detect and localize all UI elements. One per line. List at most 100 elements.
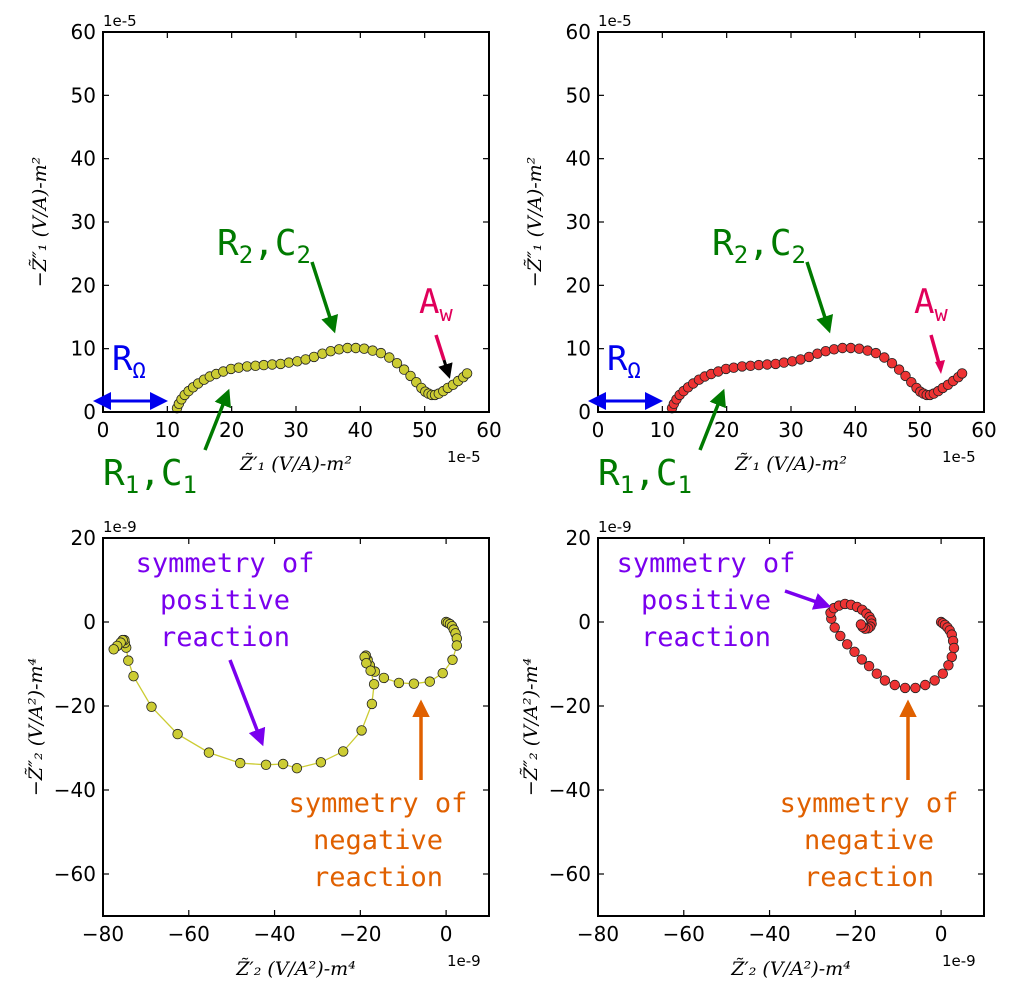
y-tick-label: 30: [71, 210, 96, 234]
data-point: [855, 619, 867, 630]
y-multiplier: 1e-5: [103, 12, 137, 30]
warburg-arrow-head: [438, 359, 453, 379]
x-tick-label: −60: [663, 922, 705, 946]
data-point: [398, 364, 410, 375]
x-tick-label: 20: [219, 418, 244, 442]
data-point: [856, 654, 868, 665]
x-multiplier: 1e-9: [447, 952, 481, 970]
y-tick-label: 50: [71, 83, 96, 107]
y-tick-label: 0: [83, 400, 96, 424]
annotation-positive-reaction: symmetry of positive reaction: [617, 548, 832, 653]
data-point: [291, 763, 303, 774]
axis-ticks: 0 10 20 30 40 50 60 0 10 20 30 40 50 60: [71, 20, 502, 442]
warburg-arrow-shaft: [434, 334, 446, 361]
data-point: [929, 675, 940, 686]
x-tick-label: 0: [97, 418, 110, 442]
x-tick-label: 60: [476, 418, 501, 442]
x-tick-label: 40: [843, 418, 868, 442]
data-point: [128, 671, 139, 682]
data-point: [359, 343, 370, 354]
y-tick-label: −20: [54, 694, 96, 718]
y-tick-label: 50: [566, 83, 591, 107]
annotation-negative-reaction: symmetry of negative reaction: [289, 699, 468, 893]
y-tick-label: 30: [566, 210, 591, 234]
data-point: [408, 678, 420, 689]
negative-reaction-label: symmetry of negative reaction: [780, 788, 959, 893]
y-tick-label: 10: [71, 337, 96, 361]
x-tick-label: 0: [440, 922, 453, 946]
data-point: [943, 660, 954, 671]
data-point: [260, 759, 272, 771]
x-tick-label: −80: [577, 922, 619, 946]
data-point: [910, 682, 921, 694]
y-tick-label: 60: [566, 20, 591, 44]
r1-c1-label: R1,C1: [103, 453, 197, 499]
data-point: [461, 368, 473, 379]
data-point: [233, 362, 244, 373]
y-tick-label: 10: [566, 337, 591, 361]
annotation-r1-c1: R1,C1: [598, 388, 726, 499]
x-tick-label: 50: [907, 418, 932, 442]
negative-reaction-label: symmetry of negative reaction: [289, 788, 468, 893]
plot-frame: [597, 537, 985, 917]
annotation-r-omega: RΩ: [588, 339, 663, 410]
data-point: [172, 728, 183, 740]
data-point: [315, 757, 327, 768]
data-point: [338, 746, 349, 757]
positive-reaction-label: symmetry of positive reaction: [136, 548, 315, 653]
y-tick-label: 20: [71, 273, 96, 297]
x-tick-label: −80: [82, 922, 124, 946]
data-point: [879, 675, 891, 686]
x-tick-label: 30: [778, 418, 803, 442]
r2-c2-arrow: [310, 261, 339, 334]
y-tick-label: 20: [566, 526, 591, 550]
y-tick-label: 0: [578, 400, 591, 424]
y-tick-label: 20: [71, 526, 96, 550]
positive-arrow: [784, 589, 832, 610]
data-point: [375, 347, 387, 359]
y-axis-label: −Z̃″₂ (V/A²)-m⁴: [25, 658, 47, 796]
data-point: [234, 757, 246, 769]
x-tick-label: 50: [412, 418, 437, 442]
y-tick-label: −40: [549, 778, 591, 802]
axis-ticks: 0 10 20 30 40 50 60 0 10 20 30 40 50 60: [566, 20, 997, 442]
y-tick-label: −60: [549, 862, 591, 886]
data-markers: [666, 342, 968, 414]
r-omega-label: RΩ: [607, 339, 641, 384]
y-tick-label: 20: [566, 273, 591, 297]
data-point: [842, 639, 853, 650]
r2-c2-arrow: [805, 261, 834, 334]
data-point: [899, 682, 911, 694]
y-tick-label: 40: [71, 147, 96, 171]
data-point: [378, 672, 390, 684]
y-axis-label: −Z̃″₂ (V/A²)-m⁴: [520, 658, 542, 796]
data-point: [854, 343, 865, 354]
y-tick-label: 0: [83, 610, 96, 634]
warburg-label: Aw: [419, 282, 453, 327]
y-tick-label: 0: [578, 610, 591, 634]
data-point: [835, 630, 846, 642]
data-point: [871, 668, 883, 679]
data-point: [778, 357, 790, 368]
data-point: [283, 357, 295, 368]
data-point: [277, 758, 289, 770]
data-point: [203, 747, 215, 758]
data-point: [437, 668, 448, 679]
data-point: [123, 655, 134, 666]
data-point: [146, 701, 157, 713]
x-tick-label: 0: [935, 922, 948, 946]
data-markers: [108, 616, 463, 774]
x-axis-label: Z̃′₂ (V/A²)-m⁴: [730, 958, 851, 980]
data-point: [393, 677, 405, 689]
data-point: [447, 654, 458, 666]
r-omega-label: RΩ: [112, 339, 146, 384]
data-point: [948, 642, 960, 654]
r1-c1-arrow: [698, 388, 726, 451]
axis-ticks: −80 −60 −40 −20 0 −60 −40 −20 0 20: [54, 526, 489, 946]
annotation-r2-c2: R2,C2: [712, 223, 834, 334]
annotation-r-omega: RΩ: [93, 339, 168, 410]
plot-frame: [597, 31, 985, 413]
data-point: [333, 344, 345, 355]
r2-c2-label: R2,C2: [712, 223, 806, 269]
